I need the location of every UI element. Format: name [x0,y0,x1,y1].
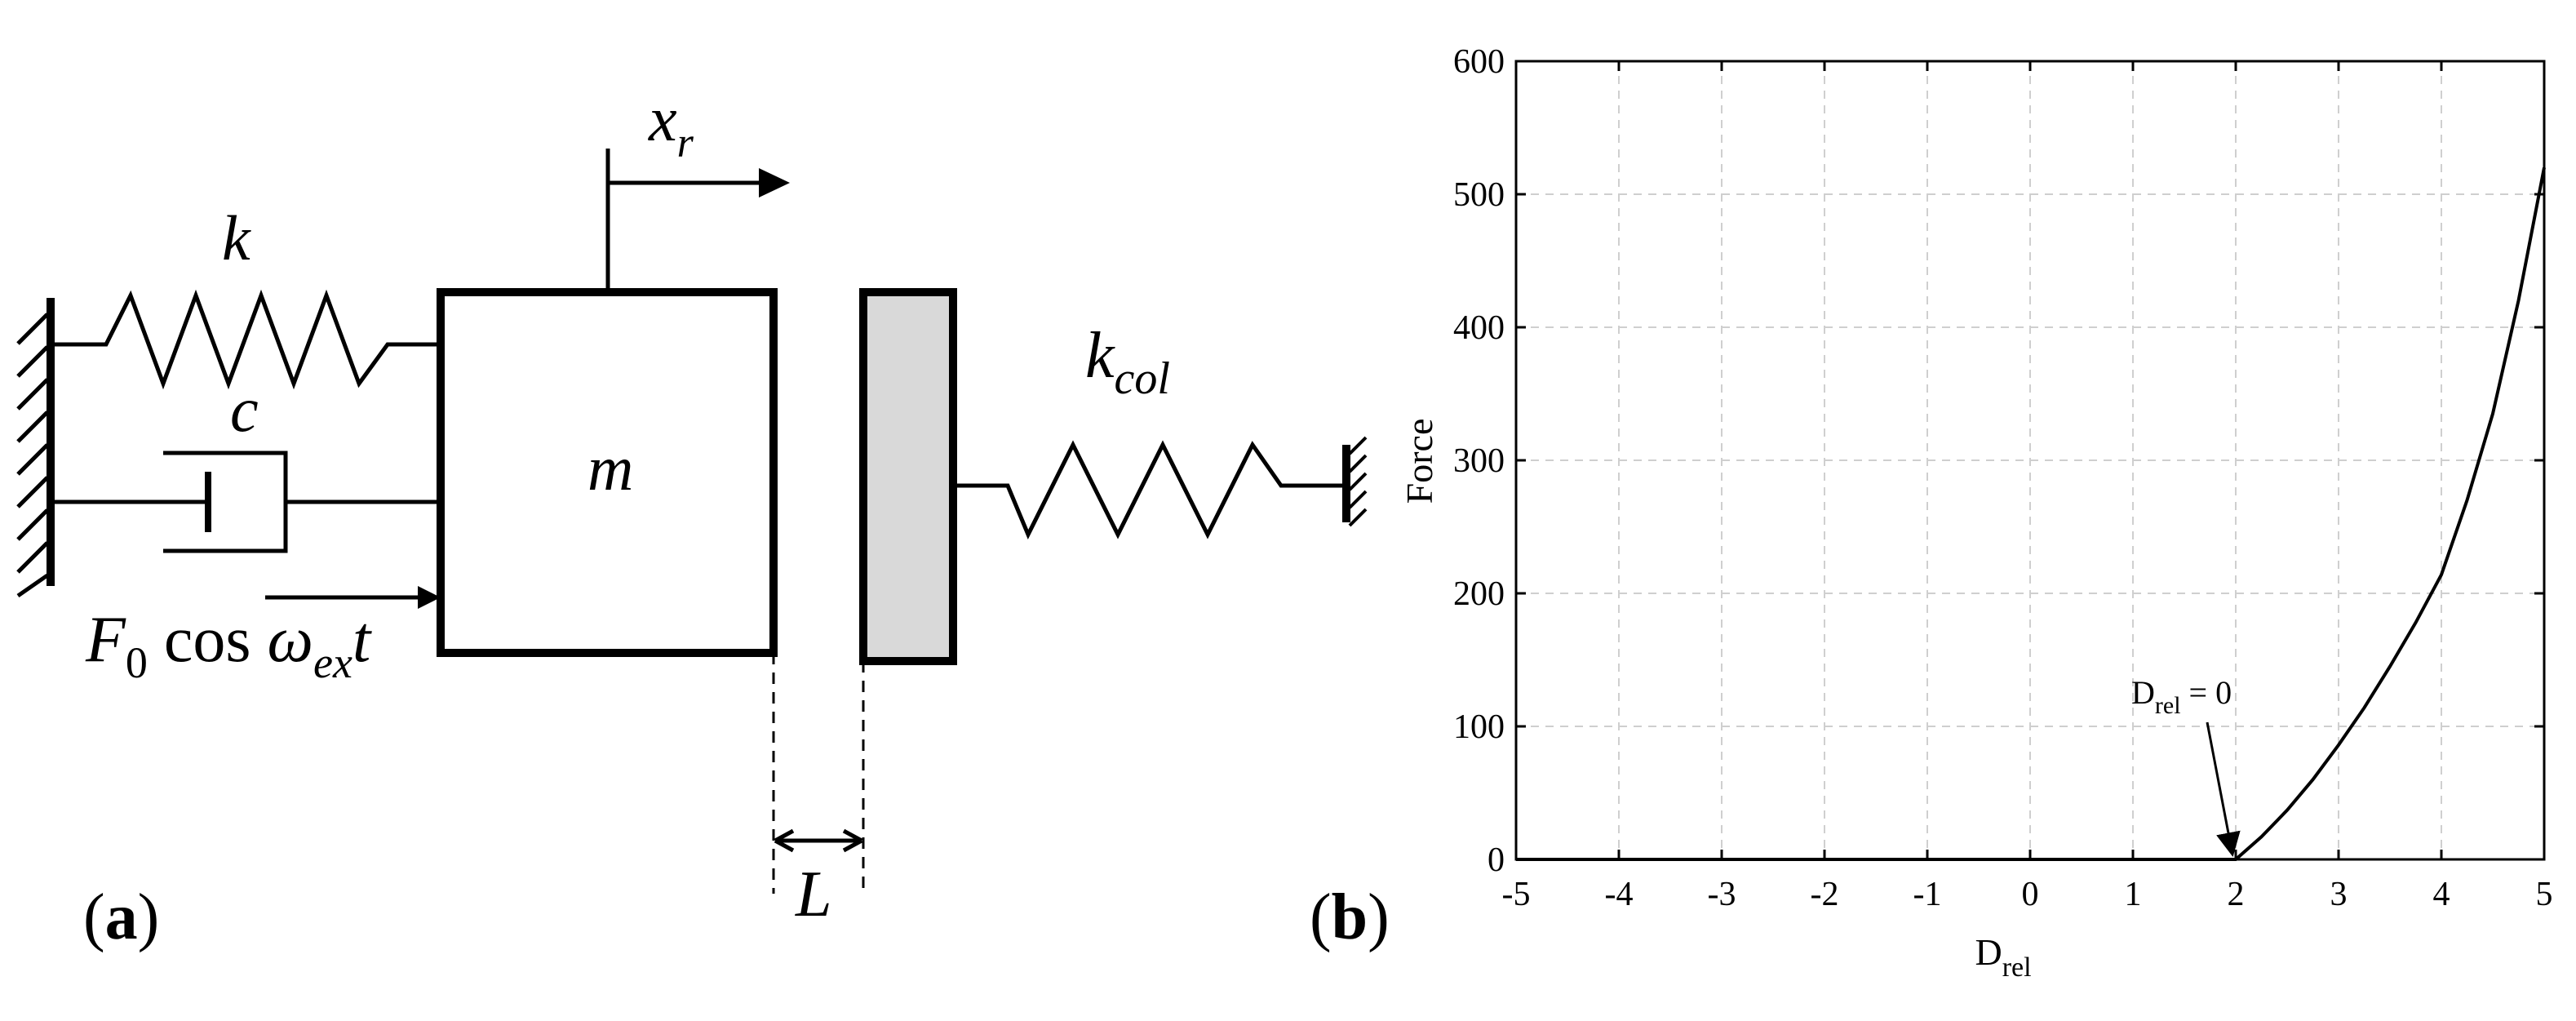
y-tick-label: 200 [1453,575,1505,613]
y-tick-labels: 0 100 200 300 400 500 600 [1453,43,1505,879]
y-tick-label: 600 [1453,43,1505,81]
excitation-force-arrow [265,586,441,609]
left-fixed-wall [16,298,55,598]
spring-k [51,289,441,390]
x-tick-label: 5 [2536,876,2553,913]
panel-b-label: (b) [1310,881,1390,953]
y-axis-label: Force [1399,419,1440,504]
x-tick-label: -4 [1605,876,1634,913]
y-tick-label: 100 [1453,708,1505,746]
y-tick-label: 400 [1453,309,1505,347]
y-tick-label: 300 [1453,442,1505,480]
x-tick-label: 3 [2330,876,2348,913]
y-tick-label: 500 [1453,176,1505,214]
contact-point-annotation: Drel = 0 [2131,674,2241,857]
y-tick-label: 0 [1488,841,1505,879]
force-displacement-chart: -5 -4 -3 -2 -1 0 1 2 3 4 5 0 100 200 300 400 500 600 For… [1310,43,2553,983]
x-tick-label: 2 [2228,876,2245,913]
gap-label: L [795,859,832,930]
displacement-label: xr [648,83,694,166]
x-tick-label: -2 [1811,876,1839,913]
mechanical-model-diagram: k c m xr F0 cos ωext kcol [16,83,1368,953]
spring-k-col [953,440,1345,540]
excitation-force-label: F0 cos ωext [85,604,372,687]
x-tick-label: 4 [2433,876,2450,913]
annotation-label: Drel = 0 [2131,674,2232,719]
force-curve-line [1516,167,2546,861]
collision-stiffness-label: kcol [1085,320,1170,404]
annotation-arrow [2206,721,2241,857]
mass-block [437,288,778,657]
x-axis-label: Drel [1975,931,2031,983]
x-tick-label: -3 [1708,876,1736,913]
damper-c [51,451,441,553]
axis-ticks [1514,60,2546,861]
x-tick-label: -5 [1502,876,1531,913]
x-tick-label: 0 [2022,876,2039,913]
mass-label: m [587,433,633,504]
gap-dimension [772,653,865,894]
x-tick-label: -1 [1913,876,1942,913]
displacement-arrow [605,149,790,292]
panel-a-label: (a) [83,881,159,953]
damping-label: c [230,374,259,445]
stiffness-label: k [222,202,251,273]
x-tick-label: 1 [2125,876,2142,913]
stopper-block [859,288,957,665]
x-tick-labels: -5 -4 -3 -2 -1 0 1 2 3 4 5 [1502,876,2553,913]
chart-gridlines [1516,61,2544,859]
right-fixed-support [1342,436,1368,527]
